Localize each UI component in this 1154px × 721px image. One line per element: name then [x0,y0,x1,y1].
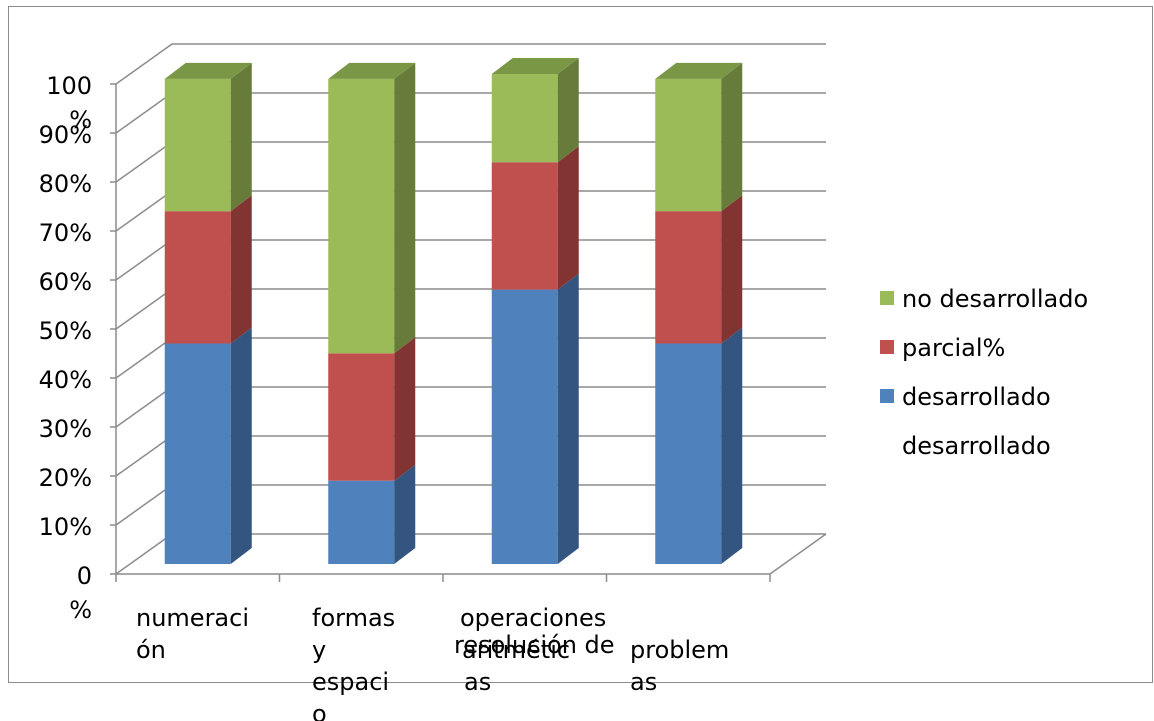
bar-desarrollado-front [491,289,558,564]
x-category-label: y [312,636,326,664]
y-tick-label: 40% [39,366,92,394]
legend-swatch [880,340,894,354]
legend-label: desarrollado [902,383,1051,411]
legend-label: parcial% [902,334,1005,362]
legend-label: no desarrollado [902,285,1088,313]
x-category-label: problem [630,636,729,664]
gridline-diagonal [115,190,173,232]
y-tick-label: 60% [39,268,92,296]
gridline-diagonal [115,435,173,477]
bar-desarrollado-side [557,273,579,564]
legend-swatch [880,291,894,305]
gridline-diagonal [115,141,173,183]
bar-parcial--front [328,353,395,481]
x-category-label: aritmétic [462,636,570,664]
legend-label-extra: desarrollado [902,432,1051,460]
x-category-label: numeraci [136,604,249,632]
bar-no-desarrollado-front [328,78,395,354]
bar-parcial--side [230,195,252,344]
bar-no-desarrollado-front [164,78,231,212]
bar-no-desarrollado-side [394,62,416,354]
bar-parcial--side [721,195,743,344]
gridline-diagonal [115,239,173,281]
bar-parcial--side [394,337,416,481]
bar-no-desarrollado-front [491,74,558,163]
y-tick-label: 10% [39,513,92,541]
y-tick-label: 80% [39,170,92,198]
bar-no-desarrollado-top [164,62,252,79]
gridline-diagonal [115,533,173,575]
x-category-label: ón [136,636,166,664]
bar-no-desarrollado-side [230,62,252,212]
y-tick-label: 0 [77,562,92,590]
y-tick-label: 50% [39,317,92,345]
y-tick-label: 100 [46,72,92,100]
x-category-label: as [464,668,491,696]
x-category-label: formas [312,604,395,632]
bar-no-desarrollado-top [655,62,743,79]
y-tick-label: 20% [39,464,92,492]
gridline-diagonal [115,288,173,330]
bar-parcial--front [164,211,231,344]
bar-parcial--front [655,211,722,344]
bar-desarrollado-side [721,327,743,564]
y-tick-label: % [69,596,92,624]
gridline-diagonal [115,337,173,379]
legend-swatch [880,389,894,403]
x-category-label: espaci [312,668,389,696]
x-category-label: operaciones [460,604,606,632]
bar-no-desarrollado-top [491,58,579,74]
y-tick-label: 30% [39,415,92,443]
bar-desarrollado-side [230,327,252,564]
gridline-diagonal [115,92,173,134]
bar-desarrollado-front [655,343,722,564]
bar-desarrollado-front [328,480,395,564]
gridline-diagonal [115,484,173,526]
y-tick-label: 90% [39,121,92,149]
gridline-diagonal [115,43,173,85]
bar-parcial--side [557,146,579,290]
y-tick-label: 70% [39,219,92,247]
bar-no-desarrollado-side [557,58,579,163]
x-category-label: as [630,668,657,696]
bar-parcial--front [491,162,558,290]
bar-desarrollado-side [394,464,416,564]
gridline-diagonal [115,386,173,428]
x-category-label: o [312,700,327,721]
bar-no-desarrollado-front [655,78,722,212]
bar-no-desarrollado-top [328,62,416,79]
bar-no-desarrollado-side [721,62,743,212]
bar-desarrollado-front [164,343,231,564]
y-tick-label: % [69,106,92,134]
floor-edge [769,533,827,575]
x-category-label: resolución de [454,631,615,659]
